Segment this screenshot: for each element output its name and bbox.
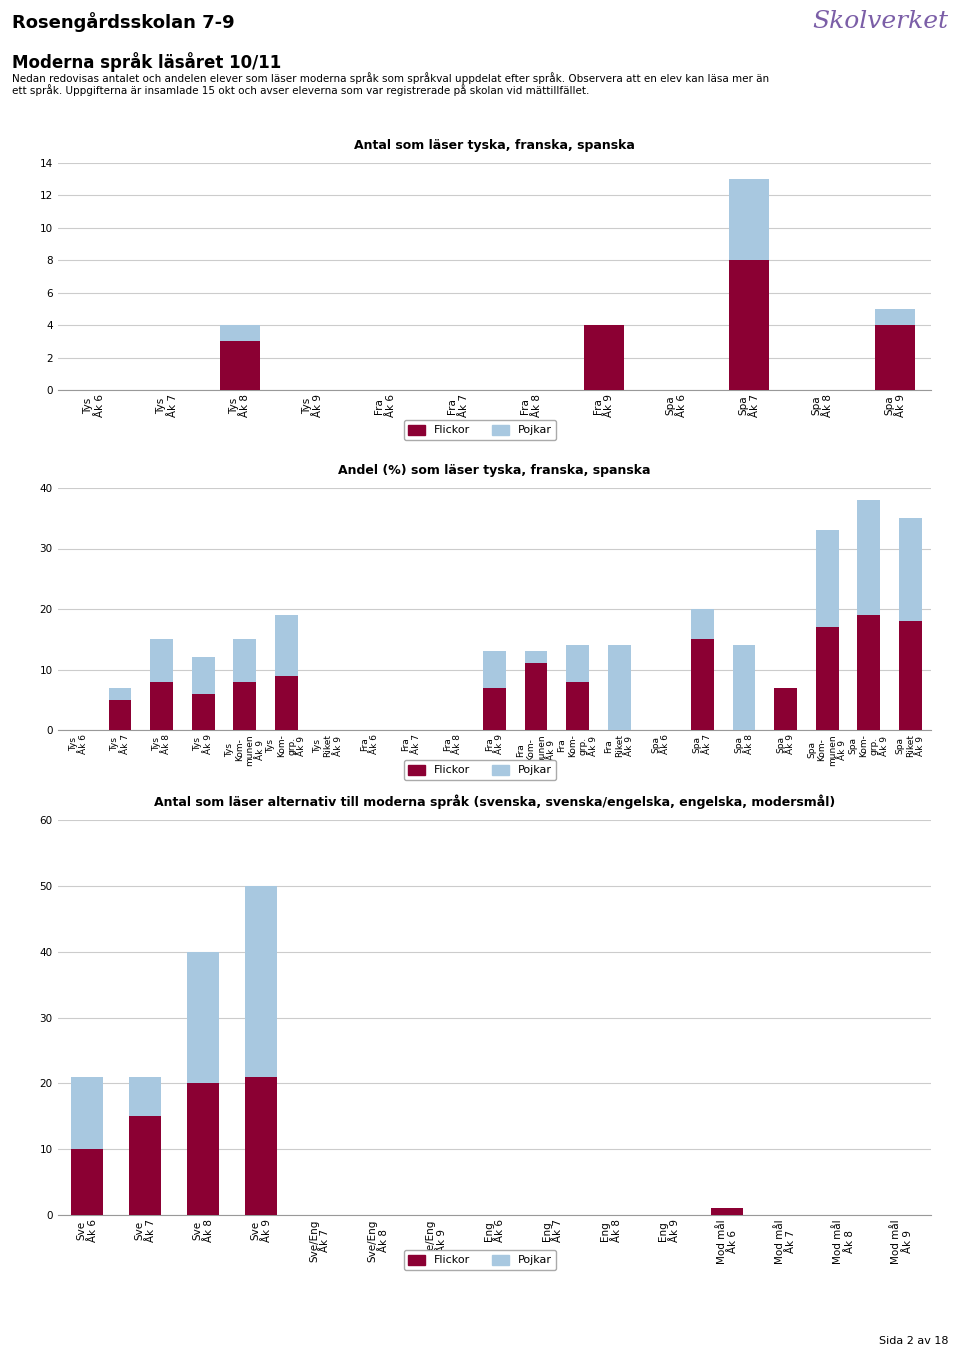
Bar	[730, 180, 769, 261]
Bar	[233, 682, 256, 730]
Bar	[524, 651, 547, 663]
Title: Antal som läser alternativ till moderna språk (svenska, svenska/engelska, engels: Antal som läser alternativ till moderna …	[154, 794, 835, 809]
Bar	[108, 700, 132, 730]
Bar	[220, 326, 259, 342]
Bar	[483, 651, 506, 688]
Bar	[691, 639, 714, 730]
Bar	[730, 261, 769, 390]
Bar	[246, 886, 277, 1077]
Legend: Flickor, Pojkar: Flickor, Pojkar	[404, 761, 556, 780]
Bar	[857, 500, 880, 615]
Bar	[875, 326, 915, 390]
Bar	[192, 693, 215, 730]
Bar	[483, 688, 506, 730]
Bar	[71, 1077, 103, 1150]
Bar	[524, 663, 547, 730]
Legend: Flickor, Pojkar: Flickor, Pojkar	[404, 420, 556, 440]
Bar	[816, 531, 839, 627]
Bar	[233, 639, 256, 682]
Bar	[192, 658, 215, 693]
Bar	[187, 951, 219, 1084]
Bar	[566, 646, 589, 682]
Legend: Flickor, Pojkar: Flickor, Pojkar	[404, 1250, 556, 1270]
Bar	[150, 639, 173, 682]
Bar	[608, 646, 631, 730]
Bar	[129, 1116, 161, 1215]
Text: Sida 2 av 18: Sida 2 av 18	[879, 1336, 948, 1346]
Bar	[275, 676, 298, 730]
Title: Andel (%) som läser tyska, franska, spanska: Andel (%) som läser tyska, franska, span…	[338, 465, 651, 477]
Bar	[275, 615, 298, 676]
Bar	[108, 688, 132, 700]
Text: Skolverket: Skolverket	[812, 9, 948, 32]
Bar	[129, 1077, 161, 1116]
Bar	[711, 1208, 743, 1215]
Bar	[691, 609, 714, 639]
Bar	[732, 646, 756, 730]
Bar	[875, 309, 915, 326]
Bar	[774, 688, 797, 730]
Bar	[816, 627, 839, 730]
Bar	[899, 519, 922, 621]
Bar	[220, 342, 259, 390]
Text: Rosengårdsskolan 7-9: Rosengårdsskolan 7-9	[12, 12, 234, 32]
Bar	[857, 615, 880, 730]
Bar	[584, 326, 624, 390]
Text: Nedan redovisas antalet och andelen elever som läser moderna språk som språkval : Nedan redovisas antalet och andelen elev…	[12, 72, 769, 84]
Bar	[899, 621, 922, 730]
Bar	[246, 1077, 277, 1215]
Bar	[150, 682, 173, 730]
Text: ett språk. Uppgifterna är insamlade 15 okt och avser eleverna som var registrera: ett språk. Uppgifterna är insamlade 15 o…	[12, 84, 588, 96]
Bar	[187, 1084, 219, 1215]
Title: Antal som läser tyska, franska, spanska: Antal som läser tyska, franska, spanska	[354, 139, 635, 153]
Text: Moderna språk läsåret 10/11: Moderna språk läsåret 10/11	[12, 51, 280, 72]
Bar	[566, 682, 589, 730]
Bar	[71, 1150, 103, 1215]
